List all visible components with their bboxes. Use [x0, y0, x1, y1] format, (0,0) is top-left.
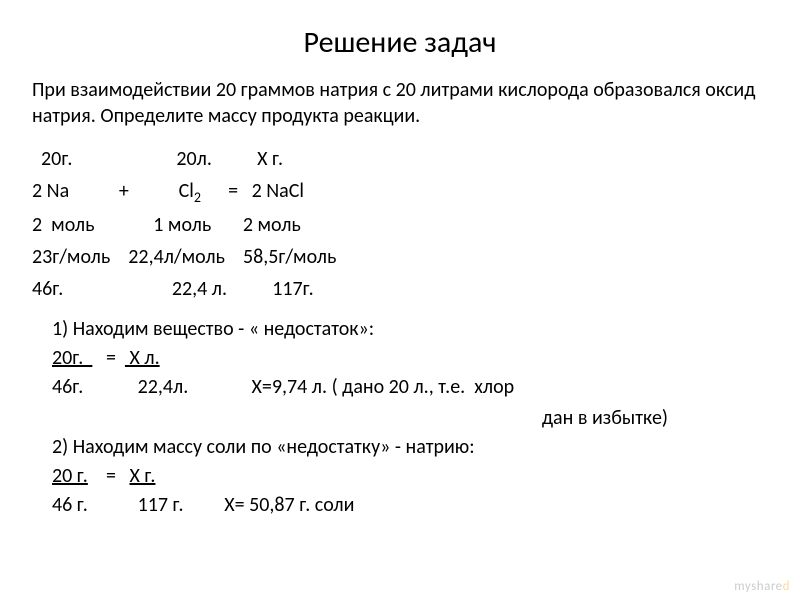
s2-c: Х г.	[129, 464, 155, 488]
watermark: myshared	[734, 579, 790, 594]
step2-header: 2) Находим массу соли по «недостатку» - …	[52, 433, 768, 462]
equation-right: = 2 NaCl	[201, 179, 304, 203]
s2-a: 20 г.	[52, 464, 88, 488]
step1-proportion-top: 20г. = Х л.	[52, 344, 768, 373]
s2-eq: =	[88, 464, 130, 488]
s1-eq: =	[92, 346, 125, 370]
step1-excess-note: дан в избытке)	[52, 404, 768, 433]
s1-c: Х л.	[125, 346, 160, 370]
problem-statement: При взаимодействии 20 граммов натрия с 2…	[32, 77, 768, 129]
moles-row: 2 моль 1 моль 2 моль	[32, 209, 768, 241]
step2-proportion-bottom: 46 г. 117 г. Х= 50,87 г. соли	[52, 491, 768, 520]
equation-left: 2 Na + Cl	[32, 179, 194, 203]
page-title: Решение задач	[32, 24, 768, 61]
mass-row: 46г. 22,4 л. 117г.	[32, 273, 768, 305]
s1-a: 20г.	[52, 346, 92, 370]
step1-proportion-bottom: 46г. 22,4л. Х=9,74 л. ( дано 20 л., т.е.…	[52, 373, 768, 402]
watermark-text-accent: d	[783, 579, 790, 594]
molar-mass-row: 23г/моль 22,4л/моль 58,5г/моль	[32, 241, 768, 273]
solution-block: 1) Находим вещество - « недостаток»: 20г…	[32, 315, 768, 520]
step1-header: 1) Находим вещество - « недостаток»:	[52, 315, 768, 344]
chemical-equation: 2 Na + Cl2 = 2 NaCl	[32, 175, 768, 209]
step2-proportion-top: 20 г. = Х г.	[52, 462, 768, 491]
subscript: 2	[194, 189, 201, 206]
watermark-text-left: myshare	[734, 579, 782, 594]
given-values-row: 20г. 20л. Х г.	[32, 143, 768, 175]
